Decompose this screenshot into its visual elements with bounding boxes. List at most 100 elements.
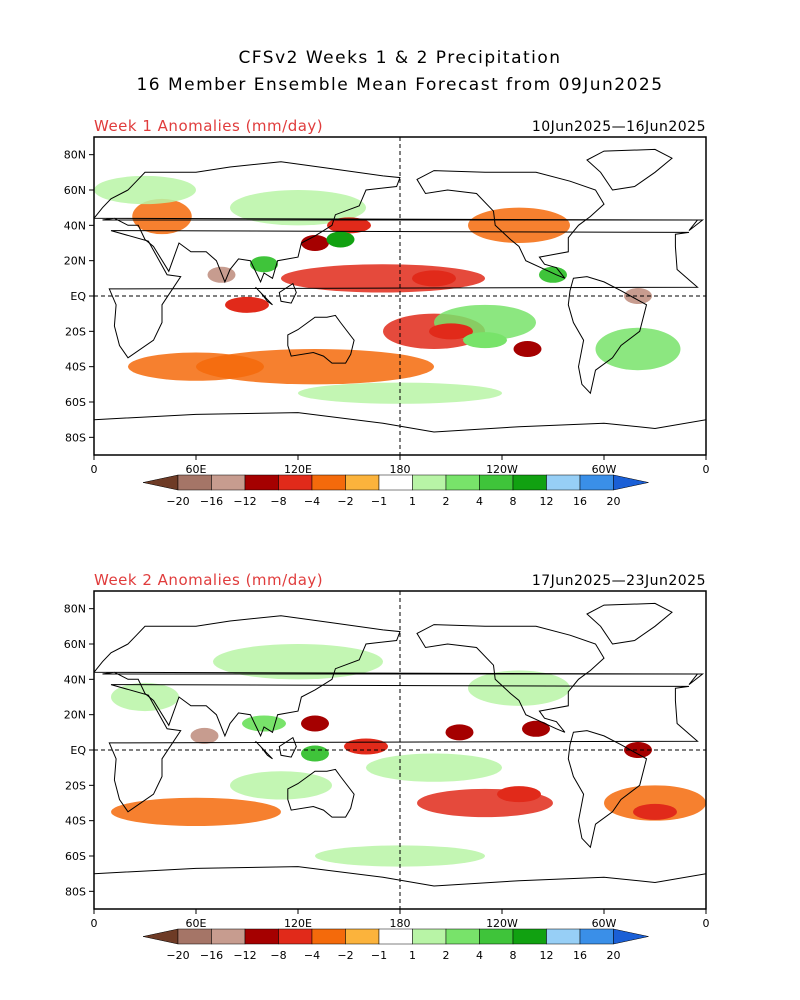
x-tick-label: 0 bbox=[703, 463, 710, 476]
colorbar-label: 4 bbox=[476, 949, 483, 962]
colorbar-label: −4 bbox=[304, 949, 320, 962]
anomaly-band bbox=[94, 175, 196, 205]
x-tick-label: 0 bbox=[91, 463, 98, 476]
x-tick-label: 120E bbox=[284, 917, 312, 930]
colorbar-label: −1 bbox=[371, 949, 387, 962]
coastline bbox=[287, 768, 355, 818]
coastline bbox=[94, 866, 706, 909]
anomaly-feature bbox=[624, 742, 652, 758]
colorbar-label: −16 bbox=[200, 495, 223, 508]
colorbar-swatch bbox=[177, 474, 212, 491]
colorbar-label: −20 bbox=[166, 495, 189, 508]
y-tick-label: 80S bbox=[65, 431, 86, 444]
x-tick-label: 180 bbox=[390, 463, 411, 476]
anomaly-feature bbox=[327, 217, 371, 234]
colorbar-swatch bbox=[546, 928, 581, 945]
colorbar-label: 4 bbox=[476, 495, 483, 508]
anomaly-feature bbox=[412, 270, 456, 287]
colorbar-arrow-left bbox=[142, 474, 179, 491]
anomaly-band bbox=[230, 190, 366, 226]
colorbar-swatch bbox=[479, 474, 514, 491]
anomaly-feature bbox=[242, 715, 286, 732]
colorbar-label: 1 bbox=[409, 495, 416, 508]
colorbar-swatch bbox=[412, 474, 447, 491]
colorbar-label: 16 bbox=[573, 949, 587, 962]
coastline bbox=[108, 230, 699, 359]
colorbar-swatch bbox=[579, 474, 614, 491]
y-tick-label: 40N bbox=[64, 673, 86, 686]
colorbar-swatch bbox=[211, 474, 246, 491]
colorbar: −20 −16 −12 −8 −4 −2 −1 1 2 4 8 12 16 20 bbox=[142, 928, 649, 962]
coastline bbox=[567, 276, 648, 395]
x-tick-label: 120W bbox=[486, 917, 518, 930]
anomaly-feature bbox=[513, 341, 542, 357]
colorbar-label: −12 bbox=[233, 495, 256, 508]
coastline bbox=[94, 615, 705, 738]
colorbar-swatch bbox=[311, 928, 346, 945]
colorbar-swatch bbox=[278, 928, 313, 945]
colorbar-label: −8 bbox=[270, 495, 286, 508]
x-tick-label: 60W bbox=[592, 917, 617, 930]
anomaly-feature bbox=[463, 332, 507, 349]
colorbar-swatch bbox=[445, 474, 480, 491]
colorbar-arrow-right bbox=[613, 474, 649, 491]
colorbar-arrow-right bbox=[613, 928, 649, 945]
anomaly-band bbox=[111, 797, 281, 826]
x-tick-label: 0 bbox=[91, 917, 98, 930]
colorbar-swatch bbox=[177, 928, 212, 945]
coastline bbox=[416, 624, 605, 733]
y-tick-label: 80N bbox=[64, 149, 86, 162]
panel2-date-range: 17Jun2025—23Jun2025 bbox=[531, 573, 706, 589]
y-tick-label: EQ bbox=[70, 290, 86, 303]
colorbar-swatch bbox=[512, 474, 547, 491]
colorbar-swatch bbox=[378, 474, 413, 491]
y-tick-label: 20N bbox=[64, 709, 86, 722]
anomaly-band bbox=[468, 207, 570, 243]
y-tick-label: 20S bbox=[65, 325, 86, 338]
y-tick-label: 60N bbox=[64, 184, 86, 197]
anomaly-band bbox=[128, 352, 264, 381]
colorbar-swatch bbox=[278, 474, 313, 491]
colorbar-swatch bbox=[345, 928, 380, 945]
y-tick-label: 40S bbox=[65, 815, 86, 828]
coastline bbox=[278, 736, 297, 758]
x-tick-label: 60E bbox=[186, 917, 207, 930]
colorbar-swatch bbox=[579, 928, 614, 945]
anomaly-feature bbox=[207, 266, 236, 283]
colorbar-label: −2 bbox=[337, 949, 353, 962]
x-tick-label: 0 bbox=[703, 917, 710, 930]
anomaly-feature bbox=[301, 235, 329, 251]
coastline bbox=[416, 170, 605, 279]
coastline bbox=[94, 412, 706, 455]
coastline bbox=[278, 282, 297, 304]
colorbar-swatch bbox=[244, 474, 279, 491]
colorbar-label: −12 bbox=[233, 949, 256, 962]
anomaly-feature bbox=[522, 720, 550, 737]
anomaly-band bbox=[196, 349, 434, 385]
panel1-title: Week 1 Anomalies (mm/day) bbox=[94, 117, 324, 135]
anomaly-band bbox=[213, 644, 383, 680]
anomaly-feature bbox=[497, 786, 541, 803]
colorbar-swatch bbox=[546, 474, 581, 491]
anomaly-band bbox=[298, 382, 502, 404]
colorbar-swatch bbox=[378, 928, 413, 945]
colorbar-label: −20 bbox=[166, 949, 189, 962]
y-tick-label: 40S bbox=[65, 361, 86, 374]
anomaly-feature bbox=[344, 738, 388, 755]
y-tick-label: 60S bbox=[65, 850, 86, 863]
map-area bbox=[94, 148, 706, 455]
colorbar-label: 2 bbox=[443, 949, 450, 962]
colorbar-swatch bbox=[311, 474, 346, 491]
anomaly-feature bbox=[445, 724, 474, 741]
colorbar-label: 8 bbox=[510, 495, 517, 508]
colorbar-swatch bbox=[345, 474, 380, 491]
y-tick-label: 20S bbox=[65, 779, 86, 792]
x-tick-label: 180 bbox=[390, 917, 411, 930]
colorbar-label: 8 bbox=[510, 949, 517, 962]
colorbar-label: −2 bbox=[337, 495, 353, 508]
colorbar-arrow-left bbox=[142, 928, 179, 945]
colorbar: −20 −16 −12 −8 −4 −2 −1 1 2 4 8 12 16 20 bbox=[142, 474, 649, 508]
coastline bbox=[108, 684, 699, 813]
